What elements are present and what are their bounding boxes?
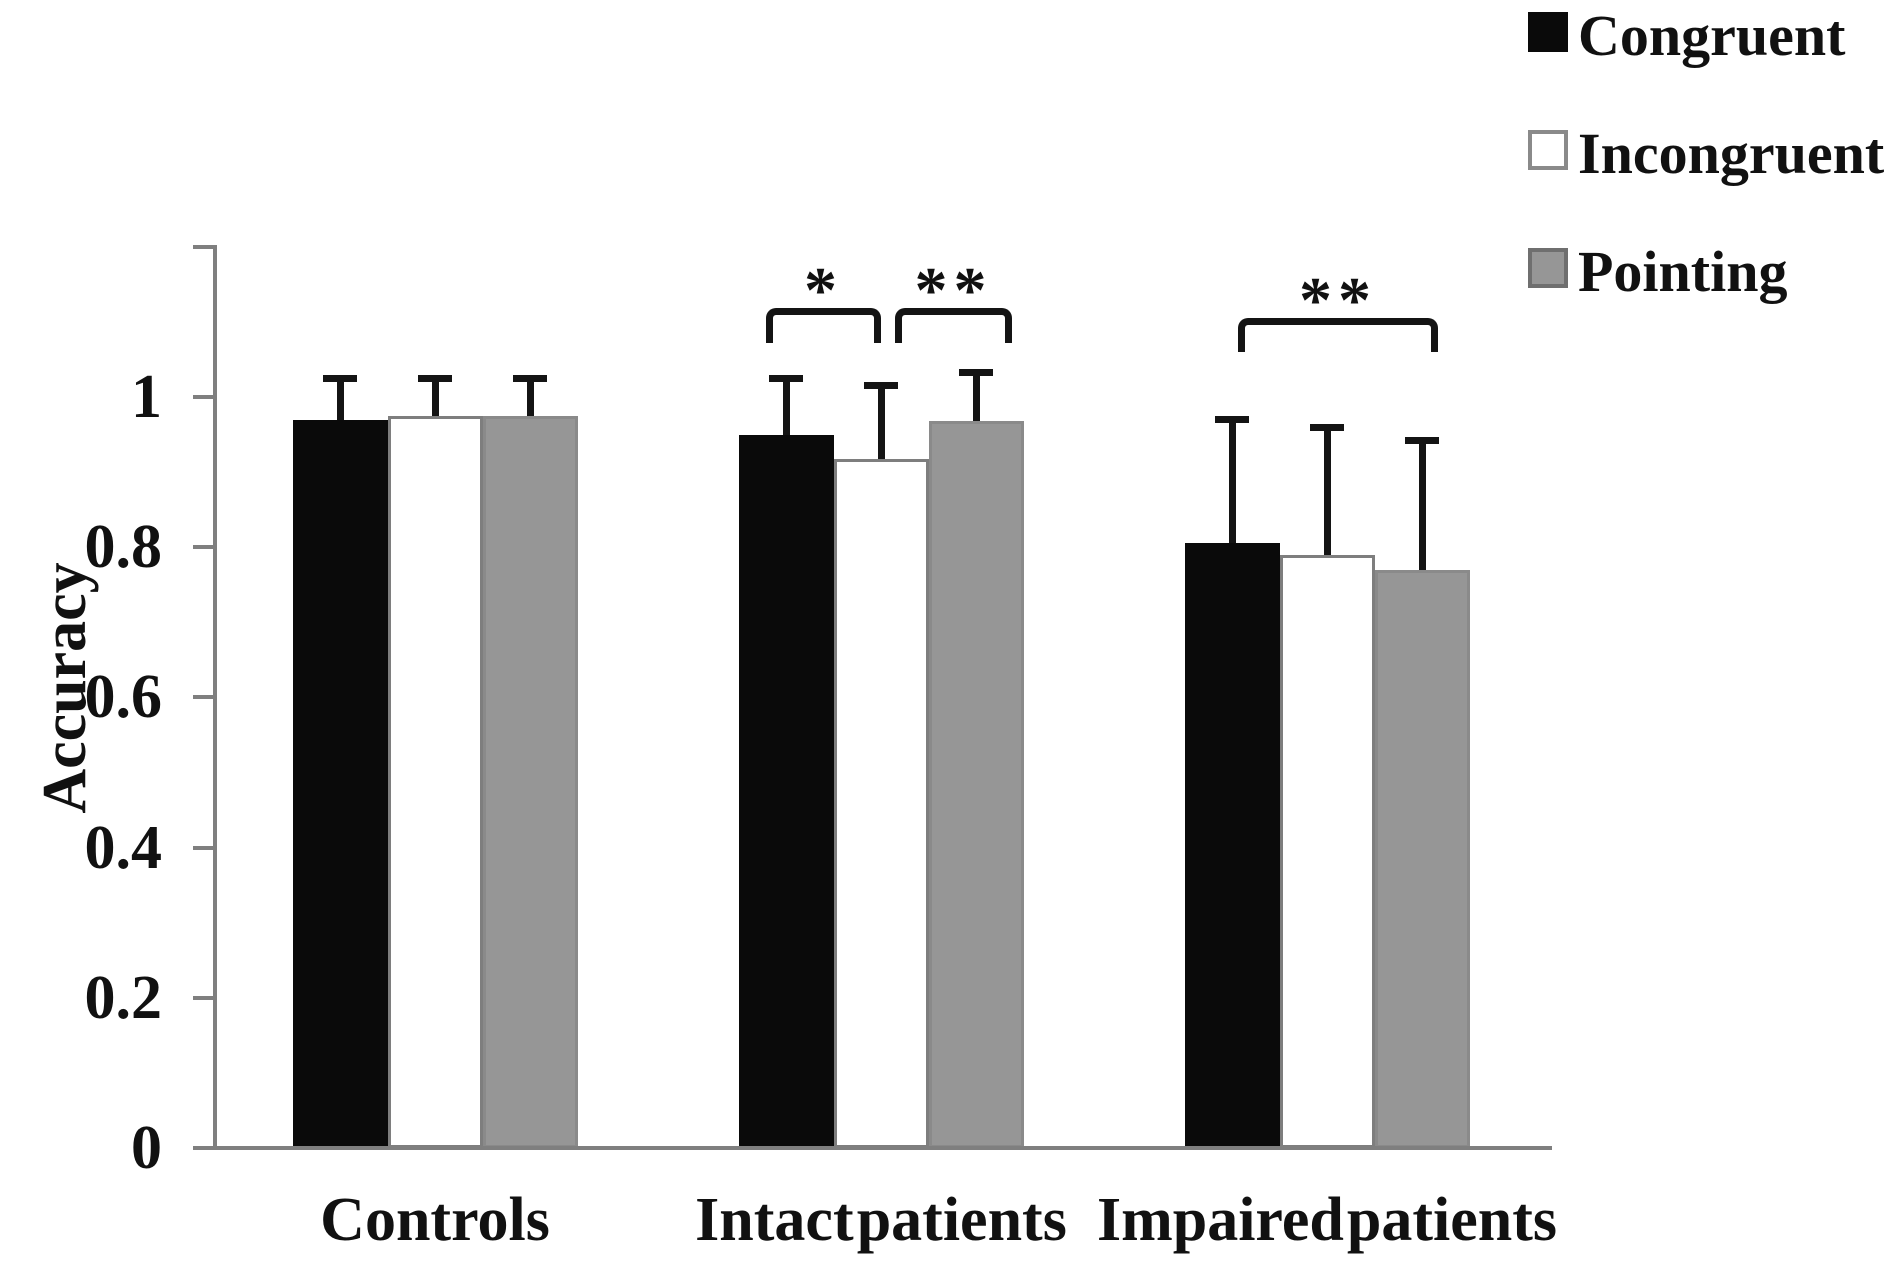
- legend-item-incongruent: Incongruent: [1528, 122, 1884, 186]
- bar-controls-congruent: [292, 419, 388, 1148]
- error-bar-cap: [959, 368, 993, 376]
- error-bar-cap: [418, 374, 452, 382]
- sig-stars: **: [1299, 264, 1377, 337]
- legend: Congruent Incongruent Pointing: [1528, 4, 1884, 358]
- y-axis-tick: [193, 395, 213, 399]
- error-bar-cap: [1405, 437, 1439, 445]
- y-tick-label: 0.2: [84, 963, 163, 1032]
- sig-bracket: [1238, 318, 1438, 352]
- error-bar-cap: [769, 374, 803, 382]
- sig-bracket: [895, 308, 1012, 343]
- y-tick-label: 1: [131, 363, 162, 431]
- error-bar-whisker: [972, 372, 980, 422]
- error-bar-whisker: [1323, 427, 1331, 555]
- y-axis-tick: [193, 545, 213, 550]
- error-bar-cap: [1310, 423, 1344, 431]
- y-tick-label: 0: [131, 1114, 162, 1182]
- error-bar-whisker: [877, 385, 885, 459]
- error-bar-cap: [1215, 416, 1249, 424]
- bar-impaired-patients-incongruent: [1279, 554, 1375, 1148]
- y-axis-tick: [193, 995, 213, 1000]
- error-bar-cap: [323, 374, 357, 382]
- bar-impaired-patients-congruent: [1184, 543, 1280, 1148]
- sig-bracket: [766, 308, 881, 343]
- y-tick-label: 0.6: [84, 663, 163, 732]
- bar-controls-pointing: [482, 415, 578, 1148]
- y-axis-tick: [193, 244, 213, 249]
- legend-swatch-pointing: [1528, 248, 1568, 288]
- error-bar-whisker: [1228, 419, 1236, 544]
- error-bar-whisker: [1418, 440, 1426, 570]
- error-bar-whisker: [782, 378, 790, 435]
- sig-stars: *: [804, 254, 843, 327]
- category-label: Controls: [320, 1186, 550, 1254]
- bar-intact-patients-incongruent: [833, 458, 929, 1148]
- error-bar-cap: [864, 382, 898, 390]
- legend-label: Pointing: [1578, 239, 1788, 304]
- y-axis-line: [213, 244, 217, 1150]
- error-bar-whisker: [526, 378, 534, 416]
- error-bar-cap: [513, 374, 547, 382]
- x-axis-line: [213, 1146, 1552, 1150]
- error-bar-whisker: [431, 378, 439, 416]
- legend-swatch-incongruent: [1528, 130, 1568, 170]
- bar-controls-incongruent: [387, 415, 483, 1148]
- y-axis-tick: [193, 1146, 213, 1150]
- y-axis-tick: [193, 695, 213, 700]
- y-tick-label: 0.4: [84, 813, 163, 882]
- legend-label: Congruent: [1578, 3, 1846, 68]
- category-label: Intact patients: [695, 1186, 1067, 1254]
- y-axis-tick: [193, 845, 213, 850]
- y-tick-label: 0.8: [84, 513, 163, 582]
- sig-stars: **: [914, 254, 993, 327]
- category-label: Impaired patients: [1096, 1186, 1558, 1254]
- bar-intact-patients-pointing: [928, 421, 1024, 1148]
- bar-impaired-patients-pointing: [1374, 569, 1470, 1148]
- bar-intact-patients-congruent: [738, 434, 834, 1148]
- legend-item-congruent: Congruent: [1528, 4, 1884, 68]
- legend-item-pointing: Pointing: [1528, 240, 1884, 304]
- legend-swatch-congruent: [1528, 12, 1568, 52]
- legend-label: Incongruent: [1578, 121, 1885, 186]
- error-bar-whisker: [336, 378, 344, 420]
